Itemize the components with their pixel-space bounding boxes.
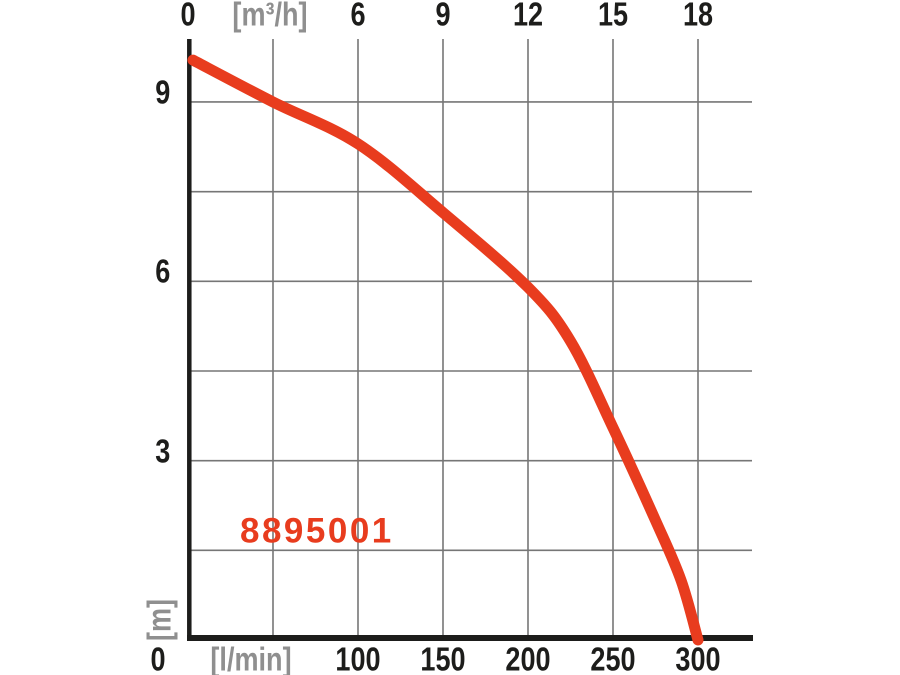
horizontal-grid-lines	[191, 101, 752, 552]
top-axis-tick: 18	[682, 0, 714, 33]
left-axis-tick: 3	[154, 432, 170, 470]
bottom-axis-tick: 250	[590, 640, 636, 675]
top-axis-unit-label: [m³/h]	[232, 0, 308, 33]
bottom-axis-tick: 0	[150, 640, 166, 675]
pump-curve	[187, 54, 704, 646]
bottom-axis-tick: 150	[420, 640, 466, 675]
pump-curve-path	[187, 54, 704, 646]
top-axis-tick: 6	[350, 0, 366, 33]
axis-lines	[187, 39, 753, 641]
top-axis-tick: 15	[597, 0, 629, 33]
bottom-axis-unit-label: [l/min]	[210, 640, 292, 675]
product-code-label: 8895001	[240, 511, 394, 551]
top-axis-tick: 0	[180, 0, 196, 33]
left-axis-tick: 9	[154, 73, 170, 111]
bottom-axis-tick: 200	[505, 640, 551, 675]
top-axis-tick: 9	[435, 0, 451, 33]
y-axis-unit-label: [m]	[140, 598, 178, 642]
left-axis-tick: 6	[154, 252, 170, 290]
top-axis-tick: 12	[512, 0, 544, 33]
bottom-axis-tick: 300	[675, 640, 721, 675]
bottom-axis-tick: 100	[335, 640, 381, 675]
